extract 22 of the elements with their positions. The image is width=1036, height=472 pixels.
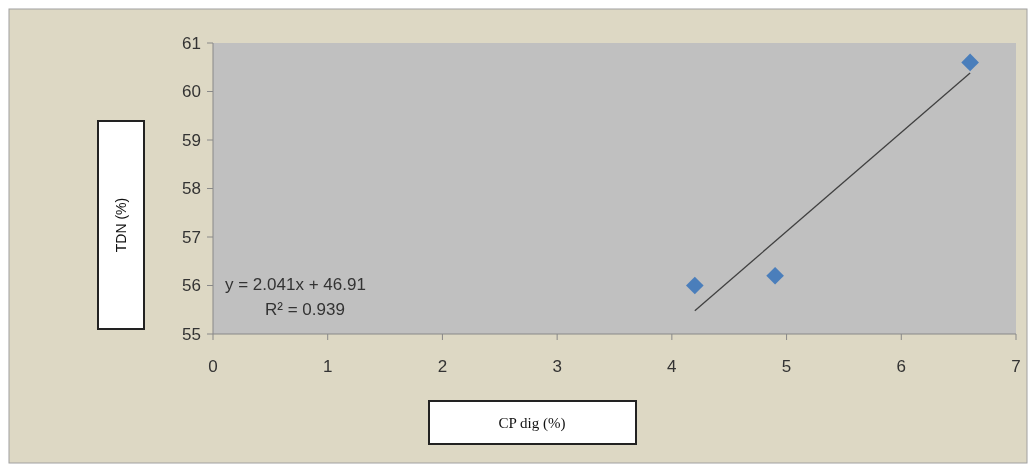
x-tick-label: 1 [322,357,333,376]
y-tick-label: 59 [182,130,201,150]
y-axis-title: TDN (%) [113,197,129,253]
annotation: y = 2.041x + 46.91 [225,275,366,294]
annotation: R² = 0.939 [265,300,345,319]
x-tick-label: 0 [208,357,218,376]
point [766,266,784,285]
x-axis-title: CP dig (%) [498,415,566,432]
y-tick-label: 60 [182,82,201,102]
y-tick-label: 57 [182,227,201,247]
y-tick-label: 58 [182,179,201,199]
x-tick-label: 3 [552,357,562,376]
y-tick-label: 55 [182,324,201,344]
x-tick-label: 5 [781,357,792,376]
y-tick-label: 56 [182,276,201,296]
x-tick-label: 6 [896,357,907,376]
point [961,53,979,72]
x-tick-label: 7 [1011,357,1021,376]
y-tick-label: 61 [182,33,201,53]
point [685,276,704,295]
x-tick-label: 4 [667,357,677,376]
x-tick-label: 2 [437,357,448,376]
